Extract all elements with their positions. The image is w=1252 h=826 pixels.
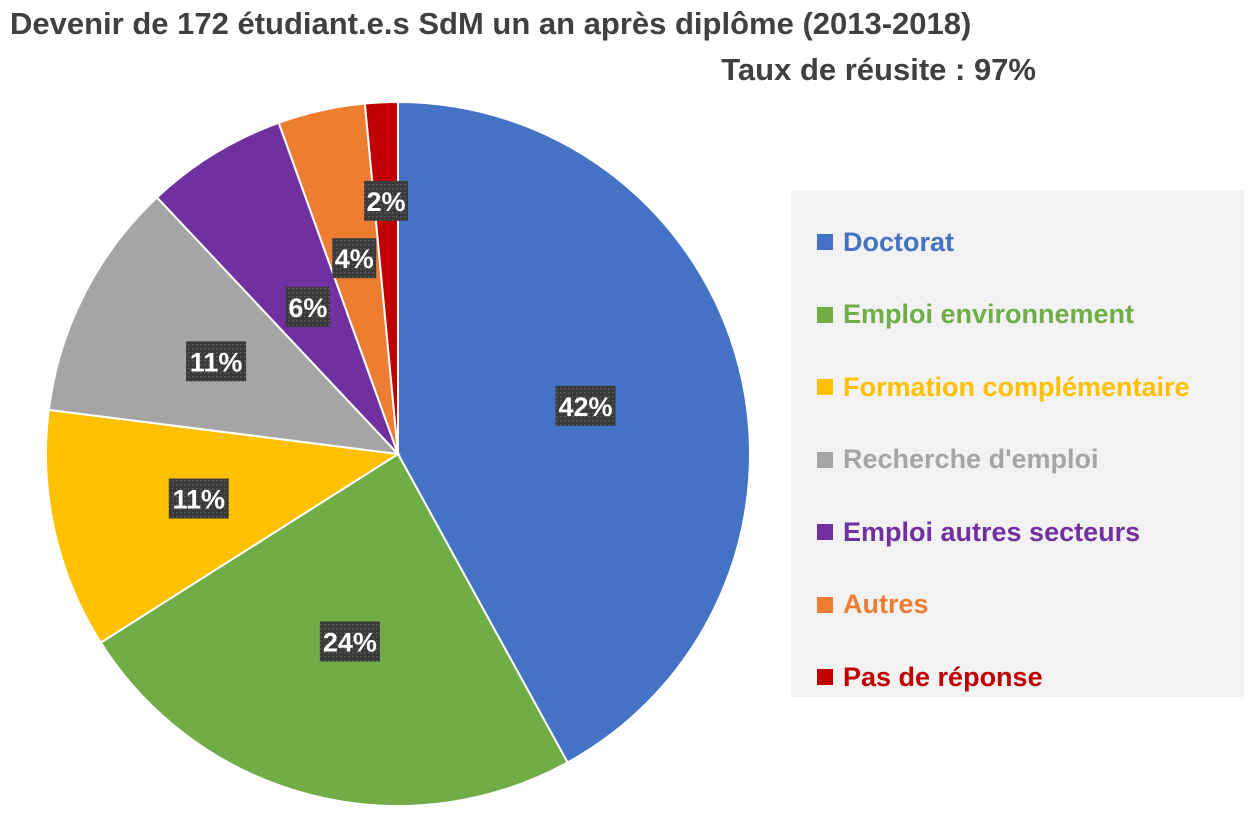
data-label-emploi-autres-secteurs: 6%: [288, 293, 327, 323]
legend-label: Autres: [843, 589, 929, 620]
legend-label: Emploi autres secteurs: [843, 516, 1141, 547]
data-label-doctorat: 42%: [558, 392, 612, 422]
legend-swatch: [817, 669, 833, 686]
legend-item-formation-complementaire: Formation complémentaire: [791, 351, 1244, 424]
legend-label: Recherche d'emploi: [843, 444, 1099, 475]
legend-swatch: [817, 524, 833, 541]
legend-item-emploi-environnement: Emploi environnement: [791, 279, 1244, 352]
legend-swatch: [817, 306, 833, 323]
legend-swatch: [817, 234, 833, 251]
data-label-emploi-environnement: 24%: [323, 628, 377, 658]
data-label-pas-de-reponse: 2%: [367, 187, 406, 217]
legend-label: Pas de réponse: [843, 661, 1043, 692]
legend-swatch: [817, 451, 833, 468]
data-label-box-emploi-environnement: [319, 621, 380, 662]
data-label-box-formation-complementaire: [168, 478, 229, 519]
data-label-box-pas-de-reponse: [364, 180, 409, 221]
pie-slice-formation-complementaire: [45, 408, 401, 644]
data-label-box-autres: [332, 238, 377, 279]
pie-slice-doctorat: [397, 100, 751, 764]
legend-item-emploi-autres-secteurs: Emploi autres secteurs: [791, 496, 1244, 569]
legend-item-pas-de-reponse: Pas de réponse: [791, 641, 1244, 714]
data-label-box-doctorat: [555, 385, 616, 426]
pie-slice-emploi-autres-secteurs: [155, 121, 399, 455]
legend-item-recherche-d-emploi: Recherche d'emploi: [791, 424, 1244, 497]
legend-label: Formation complémentaire: [843, 371, 1190, 402]
chart-title: Devenir de 172 étudiant.e.s SdM un an ap…: [10, 6, 972, 41]
legend-item-doctorat: Doctorat: [791, 206, 1244, 279]
legend-swatch: [817, 379, 833, 396]
data-label-box-emploi-autres-secteurs: [285, 286, 330, 327]
data-label-formation-complementaire: 11%: [172, 485, 225, 515]
chart-subtitle: Taux de réusite : 97%: [721, 52, 1036, 87]
legend-label: Doctorat: [843, 226, 955, 257]
pie-slice-recherche-d-emploi: [47, 195, 401, 456]
legend-swatch: [817, 596, 833, 613]
data-label-autres: 4%: [335, 244, 374, 274]
legend-item-autres: Autres: [791, 569, 1244, 642]
legend-label: Emploi environnement: [843, 299, 1135, 330]
data-label-box-recherche-d-emploi: [186, 341, 247, 382]
chart-legend: Doctorat Emploi environnement Formation co…: [791, 190, 1244, 697]
data-label-recherche-d-emploi: 11%: [190, 347, 243, 377]
